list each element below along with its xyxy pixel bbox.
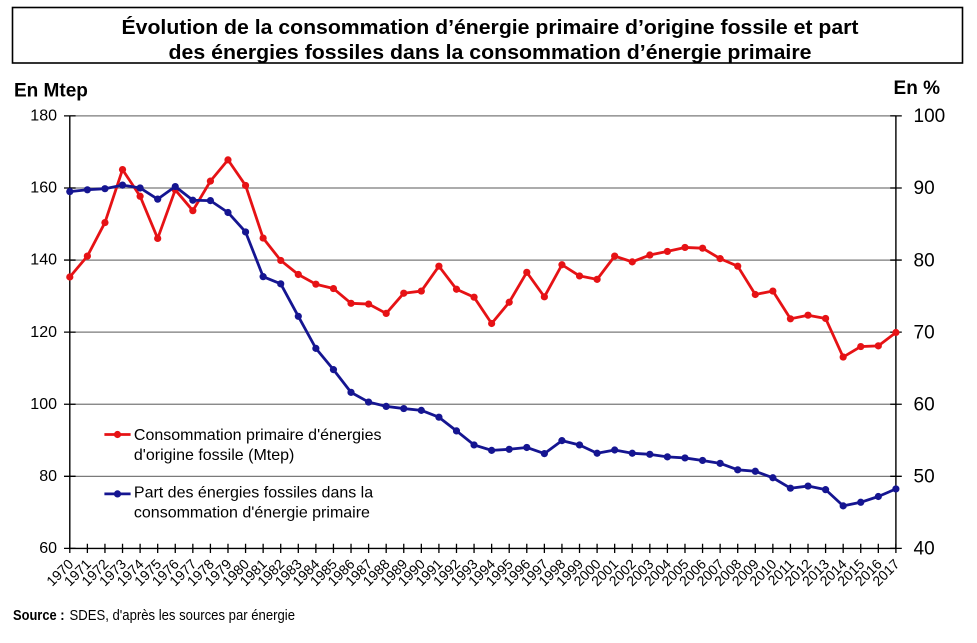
svg-text:d'origine fossile (Mtep): d'origine fossile (Mtep) [134,447,294,464]
svg-text:60: 60 [39,540,57,557]
svg-text:40: 40 [914,539,935,560]
svg-text:En Mtep: En Mtep [14,81,88,102]
svg-text:En %: En % [894,78,941,99]
svg-text:100: 100 [914,106,946,127]
svg-text:140: 140 [30,252,57,269]
svg-text:100: 100 [30,396,57,413]
svg-text:Évolution de la consommation d: Évolution de la consommation d’énergie p… [122,16,859,39]
svg-text:70: 70 [914,322,935,343]
svg-text:Consommation primaire d'énergi: Consommation primaire d'énergies [134,427,382,444]
svg-text:Source :: Source : [13,607,65,624]
svg-text:Part des énergies fossiles dan: Part des énergies fossiles dans la [134,484,373,501]
svg-text:60: 60 [914,394,935,415]
svg-text:consommation d'énergie primair: consommation d'énergie primaire [134,505,370,522]
svg-text:80: 80 [914,250,935,271]
svg-text:des énergies fossiles dans la: des énergies fossiles dans la consommati… [169,42,812,64]
svg-text:180: 180 [30,108,57,125]
svg-text:SDES, d'après les sources par: SDES, d'après les sources par énergie [70,607,296,624]
svg-text:120: 120 [30,324,57,341]
svg-text:50: 50 [914,467,935,488]
svg-text:80: 80 [39,468,57,485]
svg-text:160: 160 [30,180,57,197]
svg-text:90: 90 [914,178,935,199]
